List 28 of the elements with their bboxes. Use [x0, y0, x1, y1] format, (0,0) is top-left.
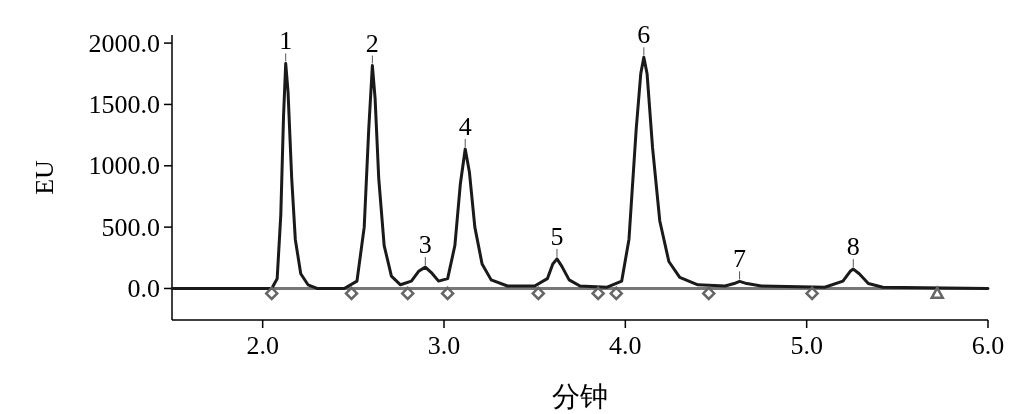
y-tick-label: 2000.0	[88, 28, 160, 58]
y-tick-label: 500.0	[101, 212, 160, 242]
y-tick-label: 1500.0	[88, 89, 160, 119]
x-tick-label: 3.0	[427, 331, 461, 360]
peak-label: 3	[418, 230, 432, 266]
peak-label: 2	[365, 28, 379, 65]
peak-label: 4	[458, 112, 472, 148]
y-tick-label: 0.0	[127, 273, 160, 303]
annotation: 7	[733, 244, 747, 274]
annotation: 5	[550, 221, 564, 251]
y-axis-title: EU	[29, 159, 59, 195]
annotation: 8	[846, 232, 860, 262]
x-tick-label: 2.0	[246, 331, 279, 360]
annotation: 2	[365, 28, 379, 58]
peak-label: 8	[846, 232, 860, 268]
peak-label: 5	[550, 221, 564, 258]
x-tick-label: 5.0	[790, 331, 823, 360]
peak-label: 7	[733, 244, 747, 280]
annotation: 6	[637, 20, 651, 50]
x-axis-title: 分钟	[552, 381, 608, 412]
annotation: 3	[418, 230, 432, 260]
annotation: 4	[458, 111, 472, 141]
peak-label: 1	[279, 26, 293, 62]
peak-label: 6	[637, 20, 651, 56]
x-tick-label: 4.0	[609, 331, 642, 360]
y-tick-label: 1000.0	[88, 151, 160, 181]
annotation: 1	[279, 26, 293, 56]
x-tick-label: 6.0	[971, 331, 1005, 360]
